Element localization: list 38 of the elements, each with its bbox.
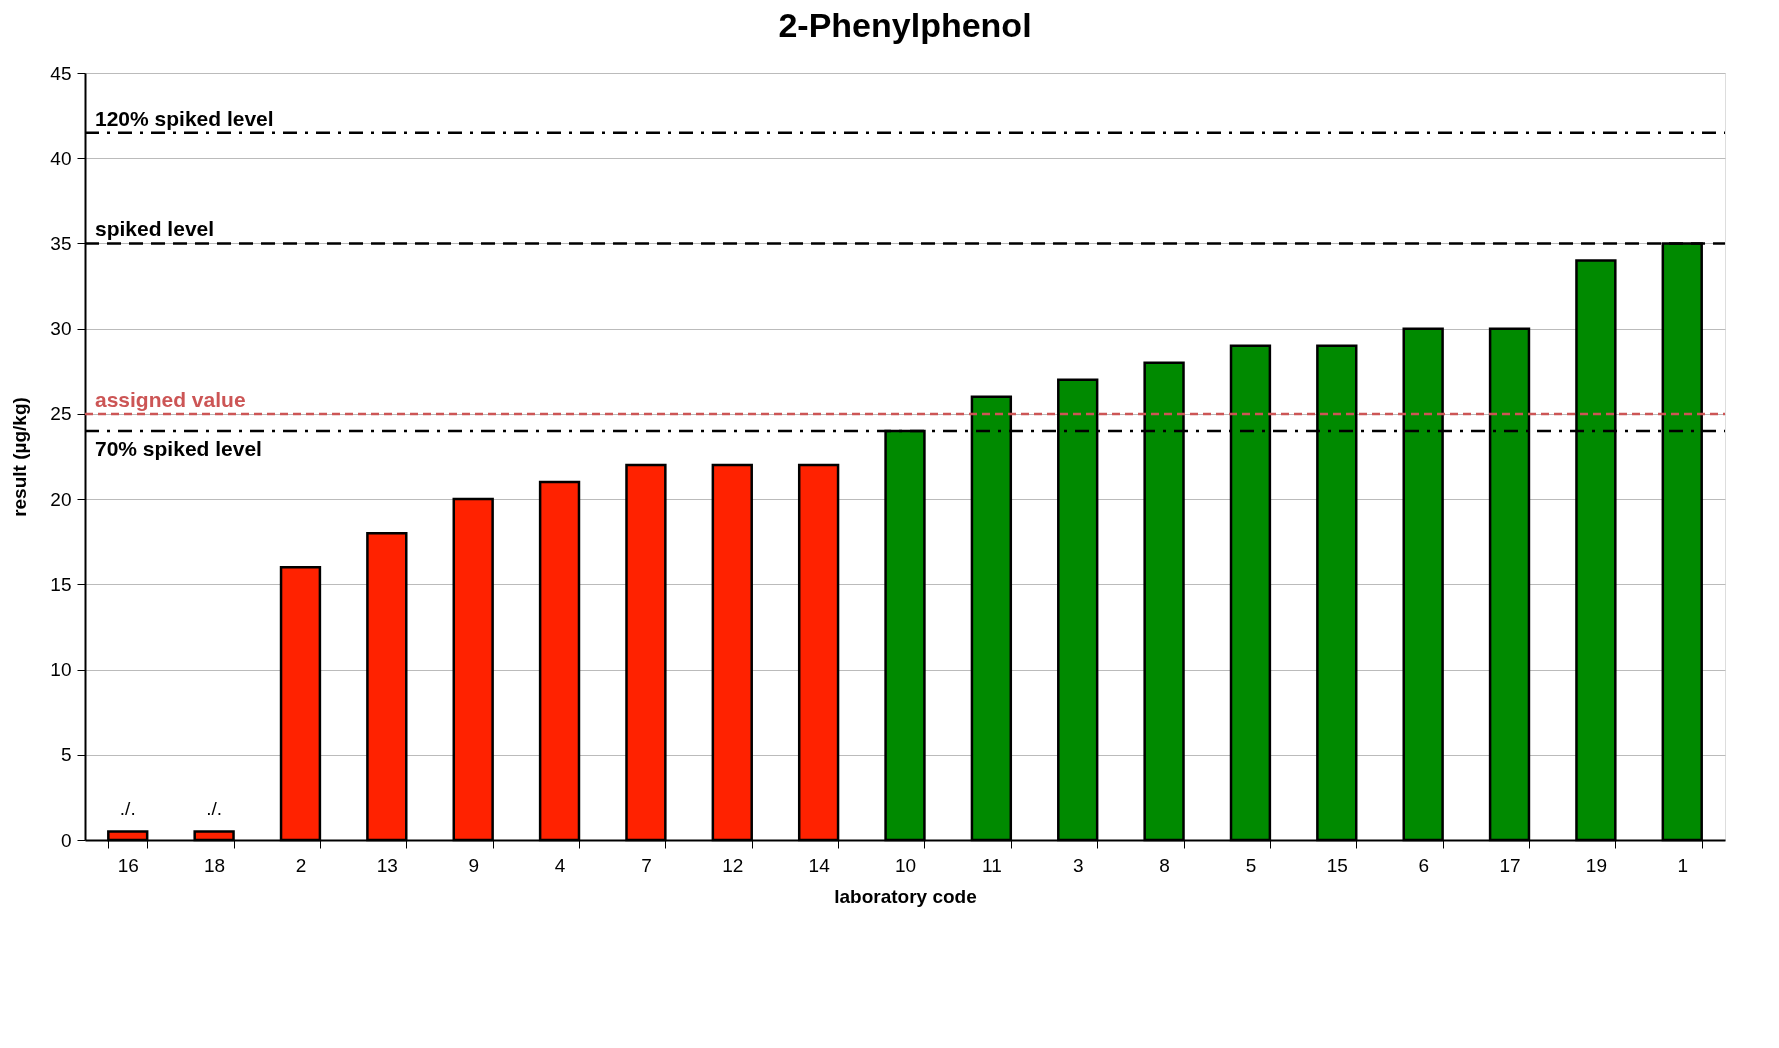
x-tick-label: 6 bbox=[1418, 854, 1429, 876]
x-tick-label: 12 bbox=[722, 854, 744, 876]
x-tick-label: 4 bbox=[554, 854, 566, 876]
chart-title: 2-Phenylphenol bbox=[778, 6, 1032, 44]
x-tick-label: 19 bbox=[1585, 854, 1607, 876]
ref-line-label: spiked level bbox=[95, 217, 215, 241]
x-tick-label: 8 bbox=[1159, 854, 1170, 876]
x-tick-label: 15 bbox=[1326, 854, 1348, 876]
x-tick-label: 9 bbox=[468, 854, 479, 876]
y-tick-label: 10 bbox=[50, 659, 72, 681]
y-tick-label: 15 bbox=[50, 573, 72, 595]
x-tick-label: 3 bbox=[1072, 854, 1084, 876]
ref-line-label: 70% spiked level bbox=[95, 436, 262, 460]
x-tick-label: 2 bbox=[295, 854, 307, 876]
data-label: ./. bbox=[119, 798, 136, 820]
x-tick-label: 16 bbox=[117, 854, 139, 876]
x-axis-title: laboratory code bbox=[834, 885, 977, 907]
y-tick-label: 45 bbox=[50, 62, 72, 84]
x-tick-label: 13 bbox=[376, 854, 398, 876]
x-tick-label: 5 bbox=[1245, 854, 1257, 876]
y-tick-label: 35 bbox=[50, 232, 72, 254]
x-tick-label: 17 bbox=[1499, 854, 1521, 876]
x-tick-label: 14 bbox=[808, 854, 831, 876]
y-tick-label: 25 bbox=[50, 403, 72, 425]
ref-line-label: 120% spiked level bbox=[95, 106, 274, 130]
x-tick-label: 7 bbox=[641, 854, 652, 876]
y-tick-label: 0 bbox=[60, 829, 72, 851]
x-tick-label: 18 bbox=[204, 854, 226, 876]
y-tick-label: 40 bbox=[50, 147, 72, 169]
x-tick-label: 1 bbox=[1677, 854, 1689, 876]
y-tick-label: 5 bbox=[60, 744, 72, 766]
y-axis-title: result (µg/kg) bbox=[9, 397, 31, 517]
x-tick-label: 11 bbox=[981, 854, 1002, 876]
ref-line-label: assigned value bbox=[95, 387, 246, 411]
data-label: ./. bbox=[206, 798, 223, 820]
x-tick-label: 10 bbox=[894, 854, 917, 876]
y-tick-label: 20 bbox=[50, 488, 72, 510]
y-tick-label: 30 bbox=[50, 318, 72, 340]
